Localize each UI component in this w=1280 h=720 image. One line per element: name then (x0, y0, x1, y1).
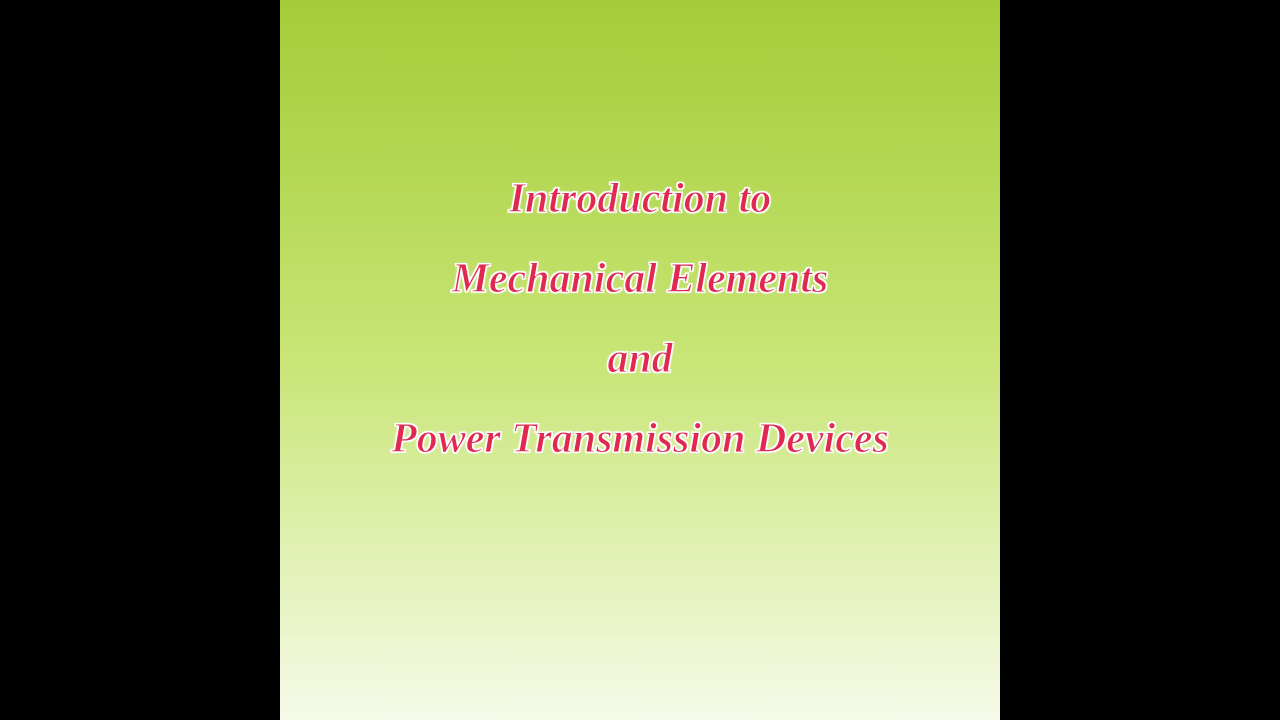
slide-title: Introduction to Mechanical Elements and … (391, 160, 889, 479)
title-slide: Introduction to Mechanical Elements and … (280, 0, 1000, 720)
title-line-4: Power Transmission Devices (391, 400, 889, 480)
title-line-2: Mechanical Elements (391, 240, 889, 320)
title-line-3: and (391, 320, 889, 400)
title-line-1: Introduction to (391, 160, 889, 240)
